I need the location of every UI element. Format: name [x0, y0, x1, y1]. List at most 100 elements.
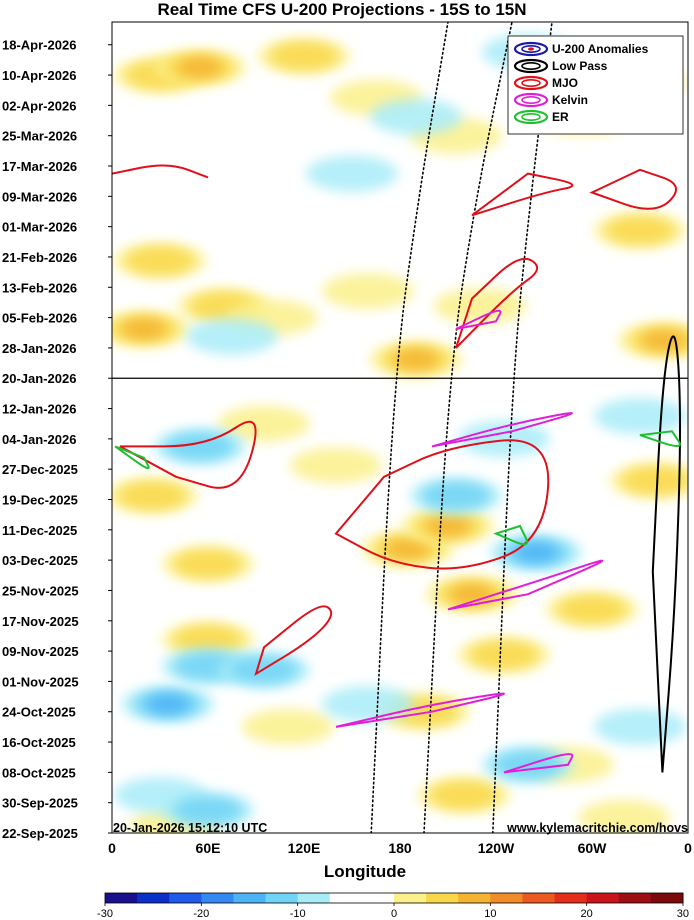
y-tick-label: 01-Mar-2026 — [2, 220, 77, 235]
er-contour — [493, 524, 528, 546]
positive-anomaly-patch — [558, 595, 626, 624]
colorbar-swatch — [490, 893, 523, 903]
er-contour — [639, 430, 681, 447]
y-tick-label: 08-Oct-2025 — [2, 765, 76, 780]
legend-swatch-inner — [521, 44, 541, 53]
x-tick-label: 120E — [288, 840, 321, 856]
mjo-contour — [119, 420, 257, 489]
y-tick-label: 22-Sep-2025 — [2, 826, 78, 841]
colorbar-tick-label: 30 — [677, 908, 689, 920]
y-tick-label: 24-Oct-2025 — [2, 705, 76, 720]
negative-anomaly-patch — [306, 155, 398, 192]
colorbar-swatch — [329, 893, 363, 903]
negative-anomaly-patch — [370, 98, 462, 135]
er-contour — [114, 445, 150, 470]
y-tick-label: 04-Jan-2026 — [2, 432, 76, 447]
colorbar-tick-label: 10 — [484, 908, 496, 920]
y-tick-label: 25-Mar-2026 — [2, 129, 77, 144]
kelvin-contour — [335, 692, 505, 728]
positive-anomaly-patch — [270, 42, 338, 71]
low-pass-contour — [423, 22, 513, 833]
y-tick-label: 10-Apr-2026 — [2, 68, 76, 83]
legend-label: Kelvin — [552, 93, 588, 107]
kelvin-contour — [431, 412, 573, 448]
y-tick-label: 13-Feb-2026 — [2, 280, 77, 295]
positive-anomaly-patch — [642, 330, 686, 351]
low-pass-contour — [492, 22, 553, 833]
colorbar-swatch — [137, 893, 170, 903]
kelvin-contour — [455, 309, 502, 330]
legend-entry: MJO — [513, 75, 578, 91]
y-tick-label: 18-Apr-2026 — [2, 38, 76, 53]
y-tick-label: 05-Feb-2026 — [2, 311, 77, 326]
positive-anomaly-patch — [578, 799, 670, 833]
mjo-contour — [455, 257, 539, 349]
y-tick-label: 17-Mar-2026 — [2, 159, 77, 174]
x-tick-label: 60E — [196, 840, 221, 856]
y-tick-label: 19-Dec-2025 — [2, 493, 78, 508]
positive-anomaly-patch — [242, 708, 334, 745]
y-tick-label: 03-Dec-2025 — [2, 553, 78, 568]
y-tick-label: 21-Feb-2026 — [2, 250, 77, 265]
credit-label: www.kylemacritchie.com/hovs — [506, 821, 688, 835]
kelvin-contour — [447, 559, 604, 611]
legend-entry: ER — [513, 109, 569, 125]
mjo-contour — [589, 168, 678, 210]
legend-swatch — [513, 109, 549, 125]
positive-anomaly-patch — [118, 481, 186, 510]
mjo-contour — [112, 164, 209, 179]
colorbar-swatch — [522, 893, 556, 903]
colorbar-swatch — [618, 893, 652, 903]
legend-label: Low Pass — [552, 59, 608, 73]
positive-anomaly-patch — [122, 318, 166, 339]
positive-anomaly-patch — [290, 447, 382, 484]
positive-anomaly-patch — [606, 216, 674, 245]
y-tick-label: 12-Jan-2026 — [2, 402, 76, 417]
plot-frame — [111, 21, 689, 834]
legend-entry: Kelvin — [513, 92, 588, 108]
colorbar-swatch — [201, 893, 234, 903]
negative-anomaly-patch — [514, 542, 558, 563]
colorbar-tick-label: 20 — [581, 908, 593, 920]
negative-anomaly-patch — [166, 432, 234, 461]
y-tick-label: 16-Oct-2025 — [2, 735, 76, 750]
legend-swatch — [513, 41, 549, 57]
positive-anomaly-patch — [430, 781, 498, 810]
x-tick-label: 120W — [478, 840, 515, 856]
legend-label: MJO — [552, 76, 578, 90]
colorbar-swatch — [297, 893, 331, 903]
kelvin-contour — [503, 753, 574, 774]
low-pass-contour — [651, 335, 681, 773]
y-tick-label: 11-Dec-2025 — [2, 523, 77, 538]
positive-anomaly-patch — [426, 516, 470, 537]
y-tick-label: 28-Jan-2026 — [2, 341, 76, 356]
legend-swatch — [513, 58, 549, 74]
legend-label: U-200 Anomalies — [552, 42, 649, 56]
legend-label: ER — [552, 110, 569, 124]
positive-anomaly-patch — [386, 538, 430, 559]
x-tick-label: 180 — [388, 840, 412, 856]
positive-anomaly-patch — [174, 625, 242, 654]
colorbar-tick-label: -20 — [193, 908, 209, 920]
mjo-contour — [334, 439, 550, 570]
colorbar-swatch — [394, 893, 427, 903]
negative-anomaly-patch — [422, 481, 490, 510]
legend-swatch-inner — [521, 96, 541, 105]
colorbar-swatch — [233, 893, 267, 903]
x-tick-label: 60W — [578, 840, 608, 856]
negative-anomaly-patch — [594, 708, 686, 745]
negative-anomaly-patch — [458, 420, 550, 457]
positive-anomaly-patch — [622, 466, 688, 495]
y-tick-label: 25-Nov-2025 — [2, 583, 79, 598]
low-pass-contour — [370, 22, 449, 833]
mjo-contour — [254, 605, 333, 677]
negative-anomaly-patch — [146, 694, 190, 715]
y-tick-label: 01-Nov-2025 — [2, 674, 79, 689]
x-tick-label: 0 — [684, 840, 692, 856]
x-tick-label: 0 — [108, 840, 116, 856]
chart-title: Real Time CFS U-200 Projections - 15S to… — [157, 0, 526, 19]
legend-swatch-core — [528, 47, 534, 51]
legend-entry: U-200 Anomalies — [513, 41, 649, 57]
y-tick-label: 02-Apr-2026 — [2, 98, 76, 113]
